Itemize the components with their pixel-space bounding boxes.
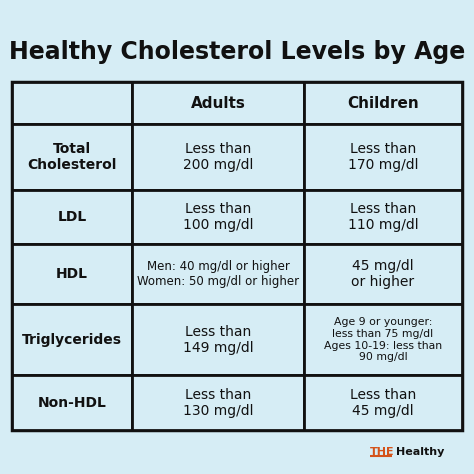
Bar xyxy=(132,124,304,190)
Text: Children: Children xyxy=(347,95,419,110)
Text: Less than
110 mg/dl: Less than 110 mg/dl xyxy=(348,202,419,232)
Text: Healthy Cholesterol Levels by Age: Healthy Cholesterol Levels by Age xyxy=(9,40,465,64)
Text: Less than
130 mg/dl: Less than 130 mg/dl xyxy=(183,388,253,418)
Bar xyxy=(304,304,462,375)
Text: Less than
170 mg/dl: Less than 170 mg/dl xyxy=(348,142,418,172)
Text: Less than
45 mg/dl: Less than 45 mg/dl xyxy=(350,388,416,418)
Text: 45 mg/dl
or higher: 45 mg/dl or higher xyxy=(351,259,415,289)
Bar xyxy=(132,82,304,124)
Text: Triglycerides: Triglycerides xyxy=(22,333,122,347)
Bar xyxy=(132,375,304,430)
Text: Age 9 or younger:
less than 75 mg/dl
Ages 10-19: less than
90 mg/dl: Age 9 or younger: less than 75 mg/dl Age… xyxy=(324,318,442,362)
Bar xyxy=(12,304,132,375)
Bar xyxy=(304,124,462,190)
Text: Non-HDL: Non-HDL xyxy=(37,396,107,410)
Text: Healthy: Healthy xyxy=(396,447,444,457)
Bar xyxy=(12,375,132,430)
Text: LDL: LDL xyxy=(57,210,87,224)
Text: Adults: Adults xyxy=(191,95,246,110)
Bar xyxy=(12,190,132,244)
Text: Less than
100 mg/dl: Less than 100 mg/dl xyxy=(183,202,253,232)
Bar xyxy=(304,82,462,124)
Bar xyxy=(12,124,132,190)
Bar xyxy=(12,244,132,304)
Bar xyxy=(12,82,132,124)
Bar xyxy=(12,82,462,430)
Bar xyxy=(304,190,462,244)
Bar xyxy=(304,375,462,430)
Text: THE: THE xyxy=(370,447,395,457)
Text: Men: 40 mg/dl or higher
Women: 50 mg/dl or higher: Men: 40 mg/dl or higher Women: 50 mg/dl … xyxy=(137,260,299,288)
Bar xyxy=(132,304,304,375)
Text: Less than
149 mg/dl: Less than 149 mg/dl xyxy=(182,325,253,355)
Bar xyxy=(304,244,462,304)
Bar xyxy=(132,190,304,244)
Text: HDL: HDL xyxy=(56,267,88,281)
Text: Less than
200 mg/dl: Less than 200 mg/dl xyxy=(183,142,253,172)
Text: Total
Cholesterol: Total Cholesterol xyxy=(27,142,117,172)
Bar xyxy=(132,244,304,304)
